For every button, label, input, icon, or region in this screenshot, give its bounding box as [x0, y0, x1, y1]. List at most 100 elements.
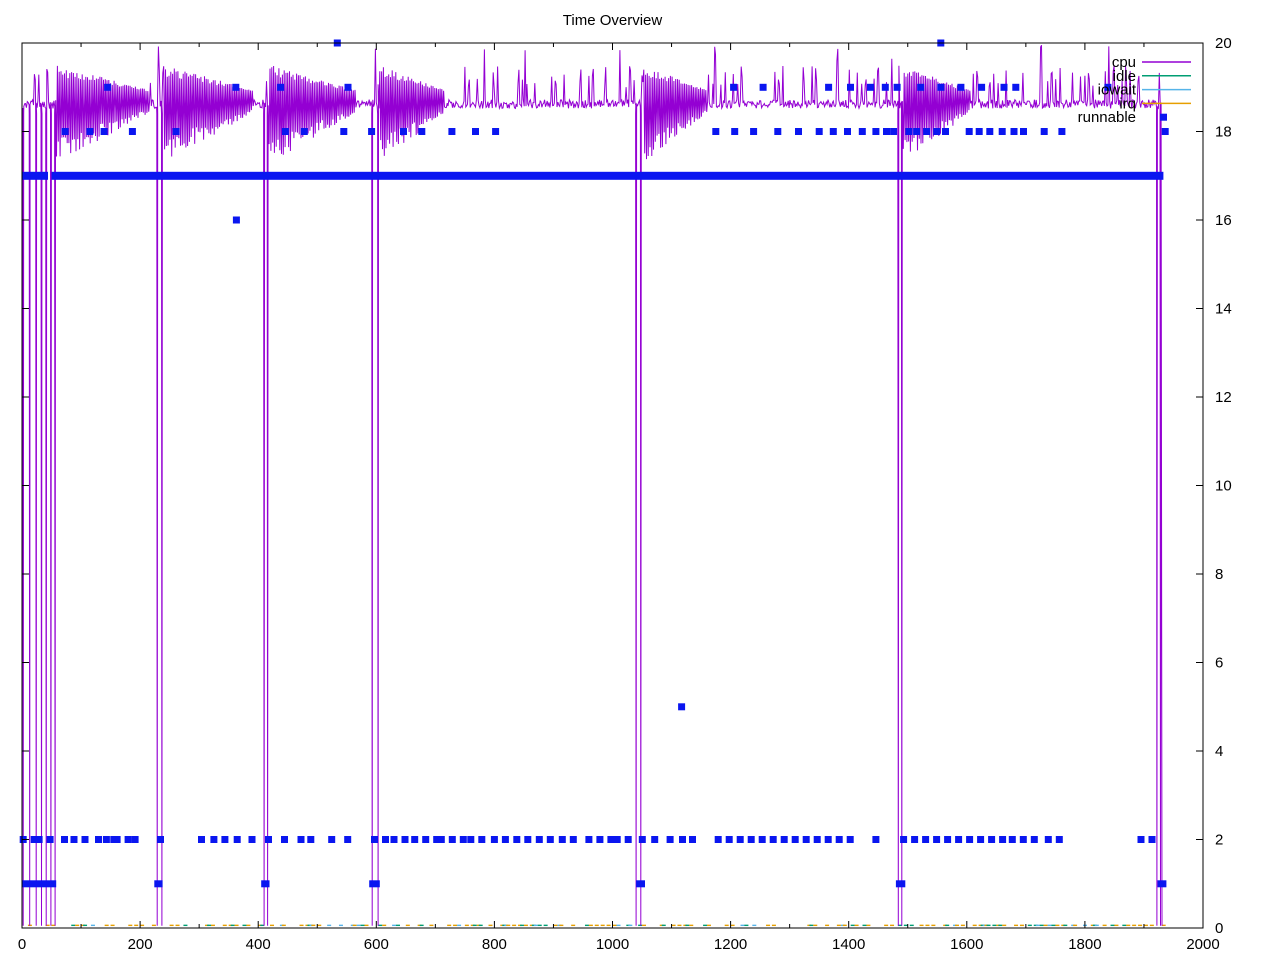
- runnable-point: [999, 836, 1007, 843]
- x-tick-label: 1400: [832, 936, 865, 953]
- runnable-point: [448, 836, 456, 843]
- runnable-point: [198, 836, 205, 843]
- runnable-point: [666, 836, 674, 843]
- runnable-point: [933, 836, 941, 843]
- runnable-bar: [261, 880, 270, 888]
- runnable-point: [825, 83, 833, 91]
- runnable-point: [905, 128, 913, 135]
- runnable-point: [277, 83, 285, 91]
- runnable-point: [1055, 836, 1063, 843]
- runnable-point: [883, 128, 890, 135]
- runnable-point: [872, 836, 880, 843]
- runnable-point: [382, 836, 389, 843]
- x-tick-label: 800: [482, 936, 507, 953]
- runnable-point: [172, 128, 180, 135]
- runnable-point: [433, 836, 441, 843]
- runnable-point: [689, 836, 696, 843]
- runnable-bar: [22, 880, 57, 888]
- runnable-point: [467, 836, 475, 843]
- runnable-point: [977, 836, 985, 843]
- runnable-point: [758, 836, 766, 843]
- y-tick-label: 16: [1215, 212, 1232, 229]
- x-tick-label: 1600: [950, 936, 983, 953]
- runnable-point: [344, 836, 352, 843]
- runnable-point: [1030, 836, 1038, 843]
- y-tick-label: 12: [1215, 389, 1232, 406]
- runnable-point: [607, 836, 615, 843]
- runnable-point: [829, 128, 837, 135]
- runnable-point: [858, 128, 866, 135]
- runnable-point: [867, 83, 874, 91]
- runnable-point: [61, 128, 69, 135]
- y-tick-label: 10: [1215, 478, 1232, 495]
- runnable-point: [546, 836, 554, 843]
- runnable-point: [102, 836, 110, 843]
- runnable-bar: [154, 880, 163, 888]
- runnable-point: [802, 836, 810, 843]
- runnable-point: [1161, 128, 1169, 135]
- runnable-point: [1148, 836, 1156, 843]
- runnable-point: [1010, 128, 1018, 135]
- runnable-point: [955, 836, 963, 843]
- runnable-point: [933, 128, 941, 135]
- runnable-point: [893, 83, 901, 91]
- runnable-point: [679, 836, 686, 843]
- runnable-point: [233, 836, 241, 843]
- runnable-point: [472, 128, 479, 135]
- runnable-point: [813, 836, 821, 843]
- runnable-point: [678, 703, 686, 711]
- runnable-point: [975, 128, 983, 135]
- runnable-point: [524, 836, 532, 843]
- runnable-point: [966, 836, 974, 843]
- legend-sample-runnable: [1160, 113, 1167, 121]
- runnable-point: [86, 128, 94, 135]
- runnable-point: [371, 836, 378, 843]
- legend-label-idle: idle: [1113, 68, 1136, 85]
- runnable-point: [1137, 836, 1145, 843]
- y-tick-label: 4: [1215, 743, 1223, 760]
- runnable-point: [30, 836, 38, 843]
- runnable-point: [210, 836, 218, 843]
- runnable-point: [307, 836, 315, 843]
- runnable-point: [844, 128, 851, 135]
- runnable-point: [890, 128, 898, 135]
- runnable-point: [795, 128, 802, 135]
- runnable-point: [1040, 128, 1048, 135]
- runnable-point: [281, 836, 288, 843]
- runnable-point: [411, 836, 419, 843]
- runnable-point: [344, 83, 352, 91]
- x-tick-label: 2000: [1186, 936, 1219, 953]
- x-tick-label: 1800: [1068, 936, 1101, 953]
- runnable-point: [221, 836, 229, 843]
- runnable-point: [747, 836, 755, 843]
- runnable-bar: [1157, 880, 1167, 888]
- runnable-point: [81, 836, 89, 843]
- runnable-point: [400, 128, 407, 135]
- runnable-bar: [51, 171, 1164, 180]
- runnable-point: [942, 128, 949, 135]
- runnable-point: [248, 836, 256, 843]
- runnable-point: [596, 836, 604, 843]
- runnable-point: [422, 836, 430, 843]
- runnable-point: [490, 836, 498, 843]
- runnable-point: [815, 128, 823, 135]
- runnable-point: [128, 128, 136, 135]
- y-tick-label: 0: [1215, 920, 1223, 937]
- runnable-point: [911, 836, 919, 843]
- runnable-point: [513, 836, 521, 843]
- runnable-point: [368, 128, 376, 135]
- runnable-point: [847, 83, 854, 91]
- legend-label-iowait: iowait: [1098, 82, 1137, 99]
- runnable-point: [998, 128, 1006, 135]
- runnable-point: [1012, 83, 1020, 91]
- runnable-point: [725, 836, 733, 843]
- runnable-point: [232, 216, 240, 224]
- runnable-point: [437, 836, 445, 843]
- runnable-point: [61, 836, 68, 843]
- runnable-point: [297, 836, 305, 843]
- legend-label-runnable: runnable: [1078, 109, 1136, 126]
- runnable-point: [157, 836, 164, 843]
- runnable-point: [104, 83, 112, 91]
